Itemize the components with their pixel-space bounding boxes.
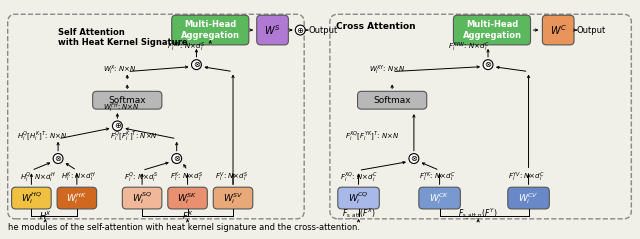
Circle shape — [172, 154, 182, 163]
Text: $W^S$: $W^S$ — [264, 23, 281, 37]
FancyBboxPatch shape — [172, 15, 249, 45]
Text: $F_i^{XQ}$: $N$$\times$$d_i^C$: $F_i^{XQ}$: $N$$\times$$d_i^C$ — [340, 171, 378, 184]
Text: Softmax: Softmax — [373, 96, 411, 105]
FancyBboxPatch shape — [57, 187, 97, 209]
Text: $F_{\mathrm{s\_att}}(F^X)$: $F_{\mathrm{s\_att}}(F^X)$ — [342, 206, 376, 222]
Text: $H^X$: $H^X$ — [38, 209, 52, 222]
Text: $F_i^Q[F_i^K]^T$: $N$$\times$$N$: $F_i^Q[F_i^K]^T$: $N$$\times$$N$ — [111, 129, 158, 143]
Text: $W_i^{CK}$: $W_i^{CK}$ — [429, 191, 450, 206]
Text: $F_i^K$: $N$$\times$$d_i^S$: $F_i^K$: $N$$\times$$d_i^S$ — [170, 171, 204, 184]
Text: Multi-Head
Aggregation: Multi-Head Aggregation — [180, 20, 240, 40]
Text: $W_i^{CV}$: $W_i^{CV}$ — [518, 191, 539, 206]
Text: Output: Output — [308, 26, 337, 35]
Text: $F^X$: $F^X$ — [182, 209, 193, 222]
Text: Output: Output — [577, 26, 606, 35]
FancyBboxPatch shape — [338, 187, 380, 209]
FancyBboxPatch shape — [453, 15, 531, 45]
FancyBboxPatch shape — [542, 15, 574, 45]
Text: $W_i^{SQ}$: $W_i^{SQ}$ — [132, 190, 152, 206]
Text: Multi-Head
Aggregation: Multi-Head Aggregation — [463, 20, 522, 40]
Text: $W_i^{HK}$: $W_i^{HK}$ — [67, 191, 87, 206]
Circle shape — [53, 154, 63, 163]
Text: ⊕: ⊕ — [114, 121, 121, 130]
Text: ⊗: ⊗ — [173, 154, 180, 163]
Text: $W_i^X$: $N$$\times$$N$: $W_i^X$: $N$$\times$$N$ — [102, 64, 136, 77]
Text: $H_i^K$: $N$$\times$$d_i^H$: $H_i^K$: $N$$\times$$d_i^H$ — [61, 171, 96, 184]
Text: ⊗: ⊗ — [54, 154, 61, 163]
FancyBboxPatch shape — [168, 187, 207, 209]
Circle shape — [409, 154, 419, 163]
Text: ⊕: ⊕ — [297, 26, 304, 35]
FancyBboxPatch shape — [358, 91, 427, 109]
Text: Self Attention
with Heat Kernel Signature: Self Attention with Heat Kernel Signatur… — [58, 28, 188, 48]
Text: $H_i^Q[H_i^K]^T$: $N$$\times$$N$: $H_i^Q[H_i^K]^T$: $N$$\times$$N$ — [17, 129, 67, 143]
Text: $W_i^{SV}$: $W_i^{SV}$ — [223, 191, 243, 206]
Text: $F_i^{XQ}[F_i^{YK}]^T$: $N$$\times$$N$: $F_i^{XQ}[F_i^{YK}]^T$: $N$$\times$$N$ — [345, 129, 399, 143]
Circle shape — [295, 25, 305, 35]
FancyBboxPatch shape — [257, 15, 289, 45]
Text: $F_i^{XYW}$: $N$$\times$$d_i^C$: $F_i^{XYW}$: $N$$\times$$d_i^C$ — [449, 40, 490, 54]
Text: $F_i^V$: $N$$\times$$d_i^S$: $F_i^V$: $N$$\times$$d_i^S$ — [215, 171, 249, 184]
Text: $W_i^{XY}$: $N$$\times$$N$: $W_i^{XY}$: $N$$\times$$N$ — [369, 64, 406, 77]
Text: ⊗: ⊗ — [484, 60, 492, 69]
FancyBboxPatch shape — [93, 91, 162, 109]
FancyBboxPatch shape — [122, 187, 162, 209]
FancyBboxPatch shape — [419, 187, 460, 209]
Text: Softmax: Softmax — [108, 96, 146, 105]
Text: $W_i^{SK}$: $W_i^{SK}$ — [177, 191, 198, 206]
FancyBboxPatch shape — [213, 187, 253, 209]
Text: $F_i^{XW}$: $N$$\times$$d_i^S$: $F_i^{XW}$: $N$$\times$$d_i^S$ — [167, 40, 205, 54]
Text: $F_{\mathrm{s\_att\_n}}(F^Y)$: $F_{\mathrm{s\_att\_n}}(F^Y)$ — [458, 206, 498, 222]
FancyBboxPatch shape — [12, 187, 51, 209]
Text: $F_i^{YV}$: $N$$\times$$d_i^C$: $F_i^{YV}$: $N$$\times$$d_i^C$ — [508, 171, 545, 184]
Text: $F_i^{YK}$: $N$$\times$$d_i^C$: $F_i^{YK}$: $N$$\times$$d_i^C$ — [419, 171, 456, 184]
Text: $H_i^Q$: $N$$\times$$d_i^H$: $H_i^Q$: $N$$\times$$d_i^H$ — [20, 171, 56, 184]
Text: ⊗: ⊗ — [410, 154, 417, 163]
Text: $W_i^{FH}$: $N$$\times$$N$: $W_i^{FH}$: $N$$\times$$N$ — [102, 102, 140, 115]
Text: $F_i^Q$: $N$$\times$$d_i^S$: $F_i^Q$: $N$$\times$$d_i^S$ — [124, 171, 158, 184]
Text: ⊗: ⊗ — [193, 60, 200, 69]
Circle shape — [483, 60, 493, 70]
Text: $W_i^{HQ}$: $W_i^{HQ}$ — [21, 190, 42, 206]
Text: $W_i^{CQ}$: $W_i^{CQ}$ — [348, 190, 369, 206]
Circle shape — [113, 121, 122, 131]
Text: he modules of the self-attention with heat kernel signature and the cross-attent: he modules of the self-attention with he… — [8, 223, 360, 232]
FancyBboxPatch shape — [508, 187, 549, 209]
Circle shape — [191, 60, 202, 70]
Text: Cross Attention: Cross Attention — [336, 22, 415, 31]
Text: $W^C$: $W^C$ — [550, 23, 567, 37]
